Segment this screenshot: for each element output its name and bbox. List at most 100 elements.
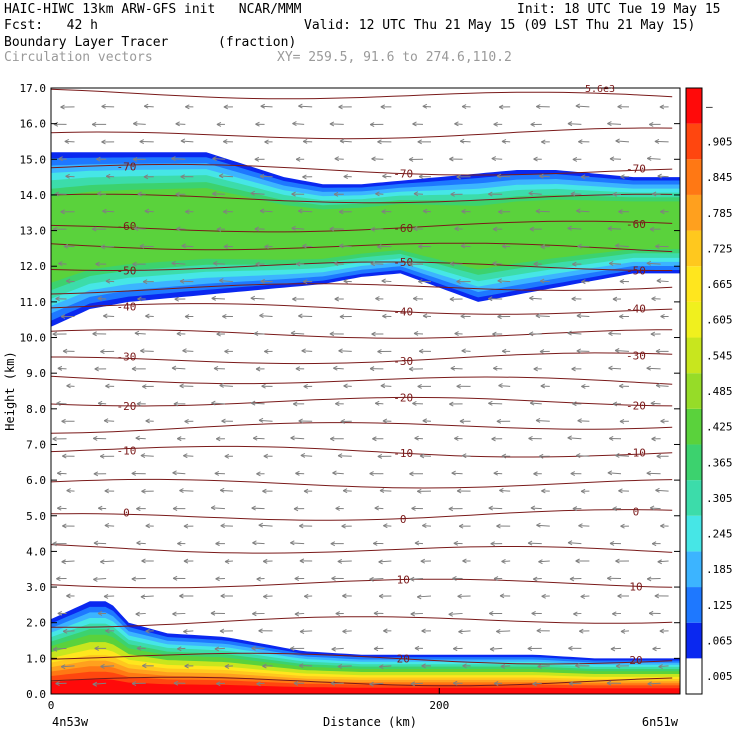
vector-head: [579, 628, 584, 634]
vector-head: [422, 313, 428, 319]
vector-arrow: [620, 174, 629, 180]
vector-head: [255, 366, 261, 372]
vector-arrow: [654, 138, 669, 144]
vector-head: [649, 505, 655, 511]
vector-head: [342, 593, 347, 599]
colorbar-label: .905: [706, 135, 733, 148]
vector-head: [94, 645, 99, 651]
vector-head: [141, 488, 146, 494]
contour-line: [51, 88, 673, 100]
vector-head: [103, 418, 109, 424]
vector-arrow: [94, 645, 107, 651]
vector-arrow: [378, 593, 392, 599]
vector-shaft: [339, 245, 352, 248]
vector-head: [65, 278, 71, 284]
vector-head: [646, 365, 651, 371]
vector-arrow: [651, 296, 661, 302]
vector-arrow: [136, 401, 146, 407]
vector-arrow: [299, 558, 313, 564]
vector-arrow: [380, 383, 392, 389]
vector-head: [292, 401, 298, 407]
vector-head: [530, 121, 535, 127]
vector-arrow: [377, 453, 392, 459]
vector-arrow: [491, 156, 503, 162]
vector-head: [136, 645, 142, 651]
vector-head: [62, 348, 68, 354]
contour-label: -10: [117, 444, 137, 457]
vector-head: [140, 348, 145, 354]
vector-arrow: [252, 435, 265, 441]
y-tick-label: 5.0: [26, 510, 46, 523]
vector-arrow: [172, 470, 186, 476]
vector-shaft: [490, 647, 503, 650]
vector-arrow: [660, 523, 669, 529]
vector-head: [300, 453, 306, 458]
vector-arrow: [501, 243, 511, 249]
vector-shaft: [532, 682, 542, 685]
vector-head: [341, 523, 346, 529]
vector-arrow: [655, 243, 669, 249]
vector-shaft: [529, 297, 542, 300]
vector-head: [456, 174, 461, 180]
contour-line: [51, 616, 673, 628]
vector-arrow: [572, 156, 582, 162]
colorbar-label: .725: [706, 242, 733, 255]
vector-arrow: [607, 470, 622, 476]
vector-shaft: [575, 105, 590, 108]
vector-head: [414, 645, 420, 651]
vector-arrow: [493, 576, 503, 582]
vector-head: [422, 523, 427, 529]
vector-head: [97, 611, 103, 616]
colorbar-label: .365: [706, 456, 733, 469]
vector-head: [417, 139, 422, 145]
vector-arrow: [185, 104, 194, 110]
contour-label: -10: [393, 447, 413, 460]
vector-arrow: [263, 453, 273, 459]
vector-head: [371, 331, 376, 337]
vector-arrow: [56, 576, 67, 582]
vector-shaft: [577, 420, 590, 422]
vector-shaft: [537, 665, 550, 667]
vector-head: [581, 384, 586, 389]
vector-head: [91, 121, 97, 127]
colorbar-label: .845: [706, 171, 733, 184]
vector-arrow: [295, 366, 305, 372]
vector-arrow: [531, 610, 542, 616]
vector-shaft: [291, 227, 305, 230]
vector-head: [536, 628, 542, 634]
vector-head: [337, 453, 343, 459]
vector-shaft: [213, 262, 225, 265]
vector-arrow: [458, 523, 471, 529]
vector-head: [97, 191, 102, 197]
vector-head: [337, 663, 343, 669]
vector-arrow: [173, 401, 186, 407]
vector-arrow: [498, 209, 511, 215]
vector-arrow: [450, 365, 463, 371]
vector-head: [104, 523, 110, 528]
vector-head: [62, 453, 67, 459]
vector-head: [657, 559, 662, 565]
vector-head: [135, 611, 140, 617]
vector-head: [535, 208, 541, 214]
vector-head: [104, 488, 109, 494]
vector-arrow: [418, 174, 431, 180]
colorbar-swatch: [686, 658, 702, 694]
vector-shaft: [290, 542, 305, 545]
vector-head: [291, 191, 296, 197]
vector-arrow: [132, 261, 146, 267]
y-tick-label: 8.0: [26, 403, 46, 416]
vector-arrow: [651, 191, 661, 197]
x-axis-label: Distance (km): [323, 715, 417, 729]
vector-arrow: [179, 278, 194, 284]
vector-arrow: [61, 418, 75, 424]
vector-head: [648, 610, 654, 616]
vector-head: [63, 243, 69, 249]
vector-arrow: [449, 156, 463, 162]
vector-head: [459, 418, 465, 424]
vector-shaft: [134, 332, 146, 335]
vector-head: [498, 104, 504, 110]
vector-head: [52, 331, 58, 337]
vector-arrow: [57, 610, 67, 616]
vector-arrow: [382, 173, 392, 179]
vector-arrow: [493, 470, 503, 476]
